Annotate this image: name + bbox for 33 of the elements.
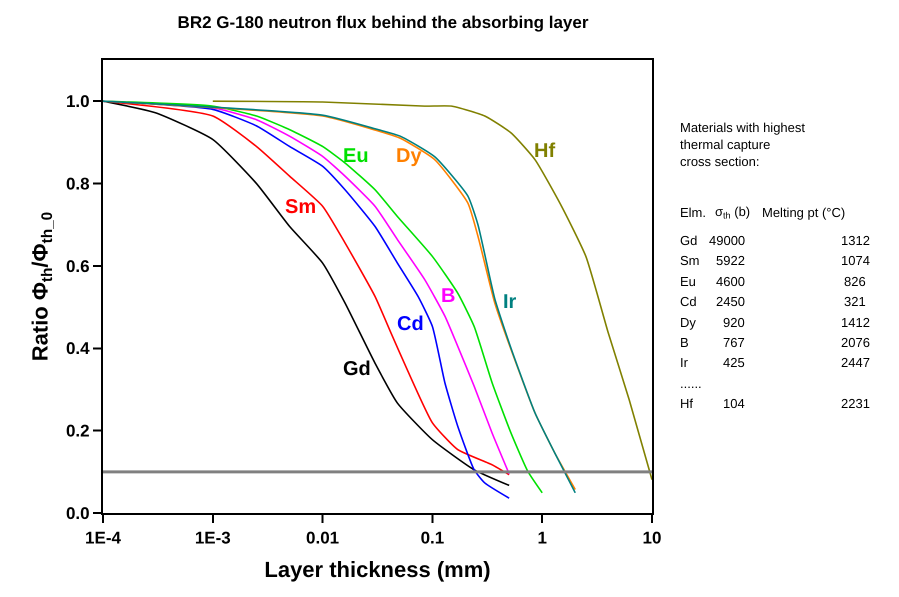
x-tick-label: 1 [537,528,547,548]
series-label: Cd [397,313,424,335]
series-label: Eu [343,145,369,167]
text: Cd 2450 321 [680,294,866,309]
y-tick-label: 0.6 [66,256,90,276]
y-tick-label: 0.0 [66,504,90,523]
x-tick-label: 0.1 [420,528,444,548]
y-tick-label: 0.2 [66,422,90,441]
x-tick-label: 10 [642,528,662,548]
series-label: Ir [503,291,517,313]
series-label: Gd [343,358,371,380]
series-label: B [441,285,456,307]
text: ...... [680,376,702,391]
series-label: Sm [285,196,316,218]
text: Gd 49000 1312 [680,233,870,248]
text: Sm 5922 1074 [680,253,870,268]
text: Ir 425 2447 [680,355,870,370]
series-label: Hf [534,140,556,162]
text: Hf 104 2231 [680,396,870,411]
x-tick-label: 1E-3 [194,528,231,548]
y-tick-label: 0.8 [66,174,90,194]
chart-title: BR2 G-180 neutron flux behind the absorbing layer [178,12,589,32]
x-tick-label: 0.01 [306,528,340,548]
text: Dy 920 1412 [680,315,870,330]
text: B 767 2076 [680,335,870,350]
text: Eu 4600 826 [680,274,866,289]
text: Materials with highest thermal capture cross section: [680,120,806,169]
x-axis-title: Layer thickness (mm) [264,556,491,582]
y-tick-label: 1.0 [66,92,90,112]
text: Elm. σ$_{th}$ (b) Melting pt (°C) [680,204,846,221]
y-tick-label: 0.4 [66,339,90,358]
series-label: Dy [396,145,422,167]
x-tick-label: 1E-4 [85,528,122,548]
